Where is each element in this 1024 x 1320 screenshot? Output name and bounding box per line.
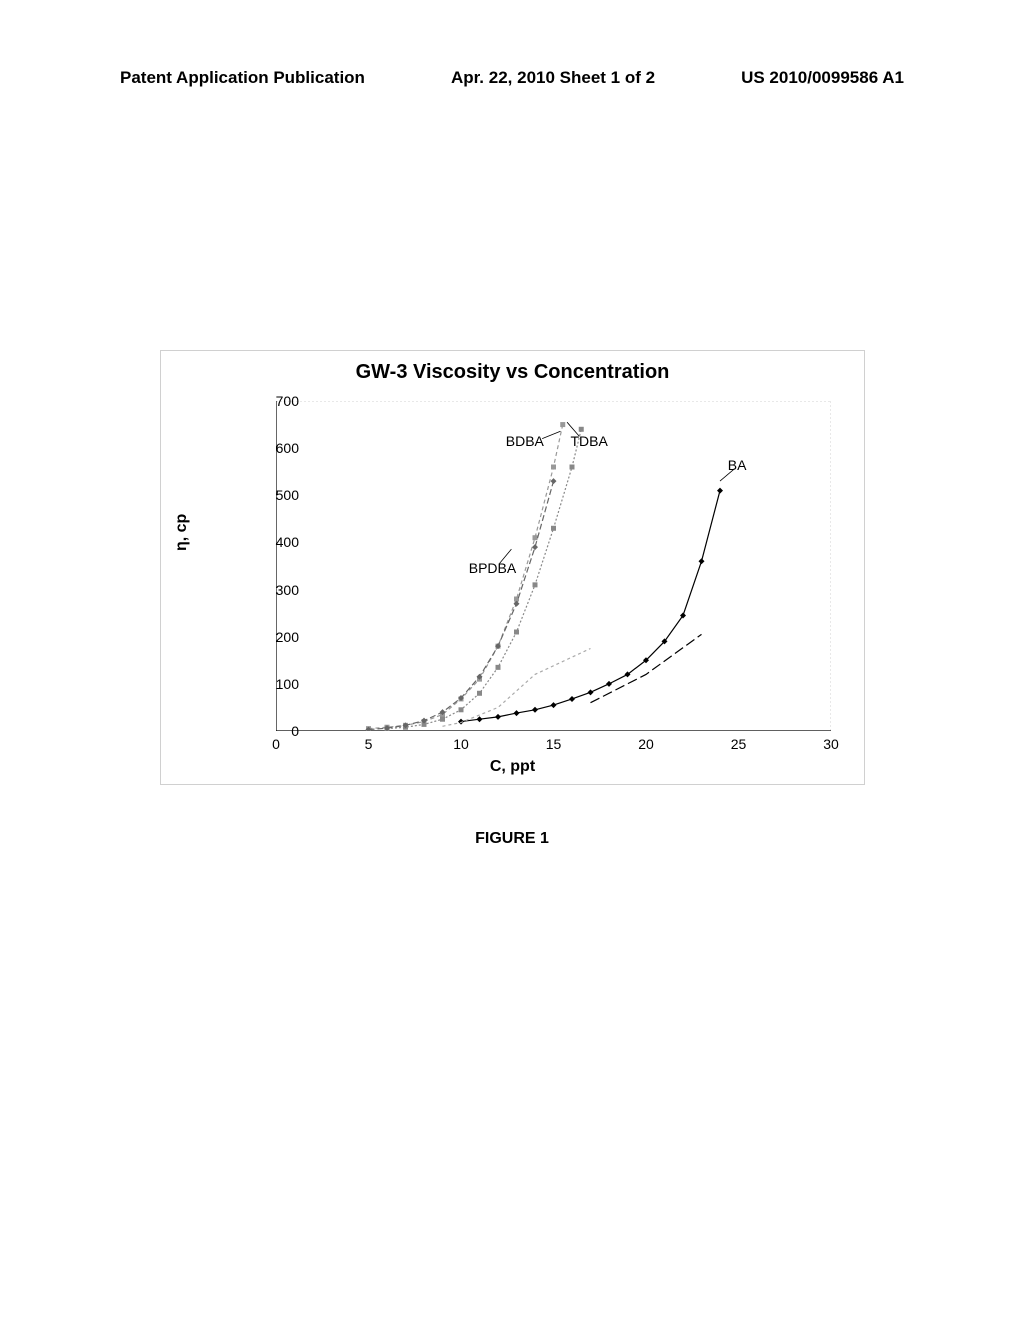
x-tick: 30 [823,736,839,752]
y-tick: 700 [276,393,299,409]
series-label-tdba: TDBA [571,433,608,449]
date-sheet: Apr. 22, 2010 Sheet 1 of 2 [451,68,655,88]
y-tick: 100 [276,676,299,692]
plot-area [276,401,831,731]
x-tick: 15 [546,736,562,752]
x-tick: 10 [453,736,469,752]
figure-caption: FIGURE 1 [0,830,1024,848]
x-tick: 0 [272,736,280,752]
x-tick: 5 [365,736,373,752]
series-label-bdba: BDBA [506,433,544,449]
pub-label: Patent Application Publication [120,68,365,88]
plot-svg [276,401,831,731]
y-tick: 600 [276,440,299,456]
x-axis-label: C, ppt [490,758,535,776]
y-tick: 200 [276,629,299,645]
y-tick: 0 [291,723,299,739]
pub-number: US 2010/0099586 A1 [741,68,904,88]
series-label-bpdba: BPDBA [469,560,516,576]
y-tick: 300 [276,582,299,598]
y-axis-label: η, cp [173,514,191,551]
y-tick: 400 [276,534,299,550]
x-tick: 25 [731,736,747,752]
page-header: Patent Application Publication Apr. 22, … [0,68,1024,88]
series-label-ba: BA [728,457,747,473]
chart-title: GW-3 Viscosity vs Concentration [161,351,864,384]
x-tick: 20 [638,736,654,752]
y-tick: 500 [276,487,299,503]
chart-container: GW-3 Viscosity vs Concentration η, cp C,… [160,350,865,785]
